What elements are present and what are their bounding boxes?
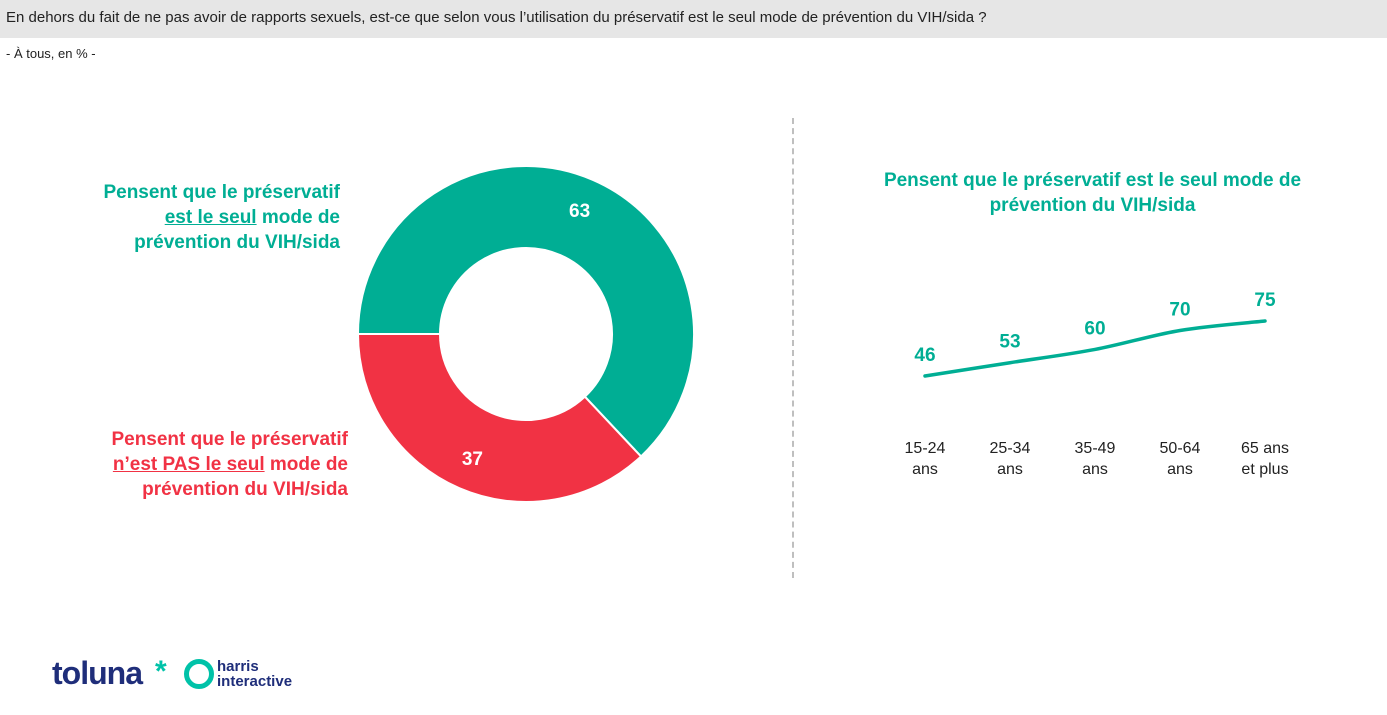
donut-label-yes-line1: Pensent que le préservatif — [103, 182, 340, 203]
harris-line2: interactive — [217, 673, 293, 690]
line-value-label-1: 53 — [999, 332, 1020, 353]
line-value-label-2: 60 — [1084, 318, 1105, 339]
donut-chart: 63 37 — [356, 165, 695, 503]
donut-slice-1 — [356, 333, 643, 503]
panel-divider — [792, 118, 794, 578]
line-value-label-3: 70 — [1169, 299, 1190, 320]
x-tick-label-4-0: 65 ans — [1241, 440, 1289, 457]
harris-line1: harris — [217, 658, 259, 675]
donut-value-label-0: 63 — [569, 201, 590, 222]
x-tick-label-4-1: et plus — [1241, 461, 1288, 478]
donut-label-yes-underline: est le seul — [164, 207, 257, 228]
x-tick-label-3-0: 50-64 — [1160, 440, 1201, 457]
harris-ring-icon — [184, 659, 214, 689]
donut-label-no-line1: Pensent que le préservatif — [111, 429, 348, 450]
donut-label-yes-line3: prévention du VIH/sida — [134, 232, 340, 253]
line-value-label-4: 75 — [1254, 290, 1276, 311]
donut-label-no: Pensent que le préservatif n’est PAS le … — [40, 427, 348, 502]
harris-logo-text: harris interactive — [217, 659, 292, 689]
question-bar: En dehors du fait de ne pas avoir de rap… — [0, 0, 1387, 38]
donut-label-no-line2-rest: mode de — [264, 454, 348, 475]
x-tick-label-0-0: 15-24 — [905, 440, 946, 457]
question-text: En dehors du fait de ne pas avoir de rap… — [6, 9, 987, 26]
base-note: - À tous, en % - — [6, 46, 96, 61]
x-tick-label-2-1: ans — [1082, 461, 1108, 478]
x-tick-label-1-0: 25-34 — [990, 440, 1031, 457]
donut-value-label-1: 37 — [462, 449, 483, 470]
x-tick-label-2-0: 35-49 — [1075, 440, 1116, 457]
donut-slice-0 — [356, 165, 695, 458]
line-chart-title: Pensent que le préservatif est le seul m… — [883, 170, 1302, 216]
line-value-label-0: 46 — [914, 345, 935, 366]
x-tick-label-3-1: ans — [1167, 461, 1193, 478]
toluna-star-icon: * — [155, 655, 167, 688]
donut-label-yes: Pensent que le préservatif est le seul m… — [40, 180, 340, 255]
donut-label-no-underline: n’est PAS le seul — [112, 454, 265, 475]
x-tick-label-0-1: ans — [912, 461, 938, 478]
toluna-logo-text: toluna — [52, 655, 143, 691]
line-series — [923, 319, 1267, 378]
donut-label-no-line3: prévention du VIH/sida — [142, 479, 348, 500]
donut-label-yes-line2-rest: mode de — [256, 207, 340, 228]
line-chart: 46 53 60 70 75 15-24 ans 25-34 ans 35-49 ans 50-64 a… — [905, 290, 1289, 478]
x-tick-label-1-1: ans — [997, 461, 1023, 478]
